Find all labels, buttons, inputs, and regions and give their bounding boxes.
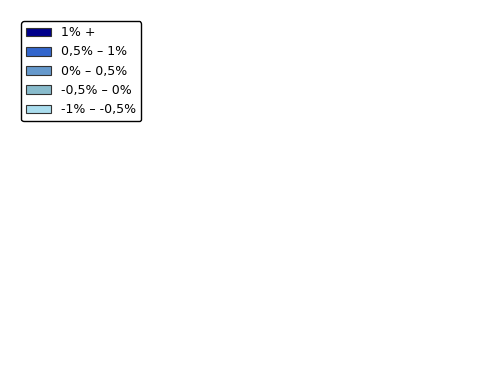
- Legend: 1% +, 0,5% – 1%, 0% – 0,5%, -0,5% – 0%, -1% – -0,5%: 1% +, 0,5% – 1%, 0% – 0,5%, -0,5% – 0%, …: [22, 21, 142, 121]
